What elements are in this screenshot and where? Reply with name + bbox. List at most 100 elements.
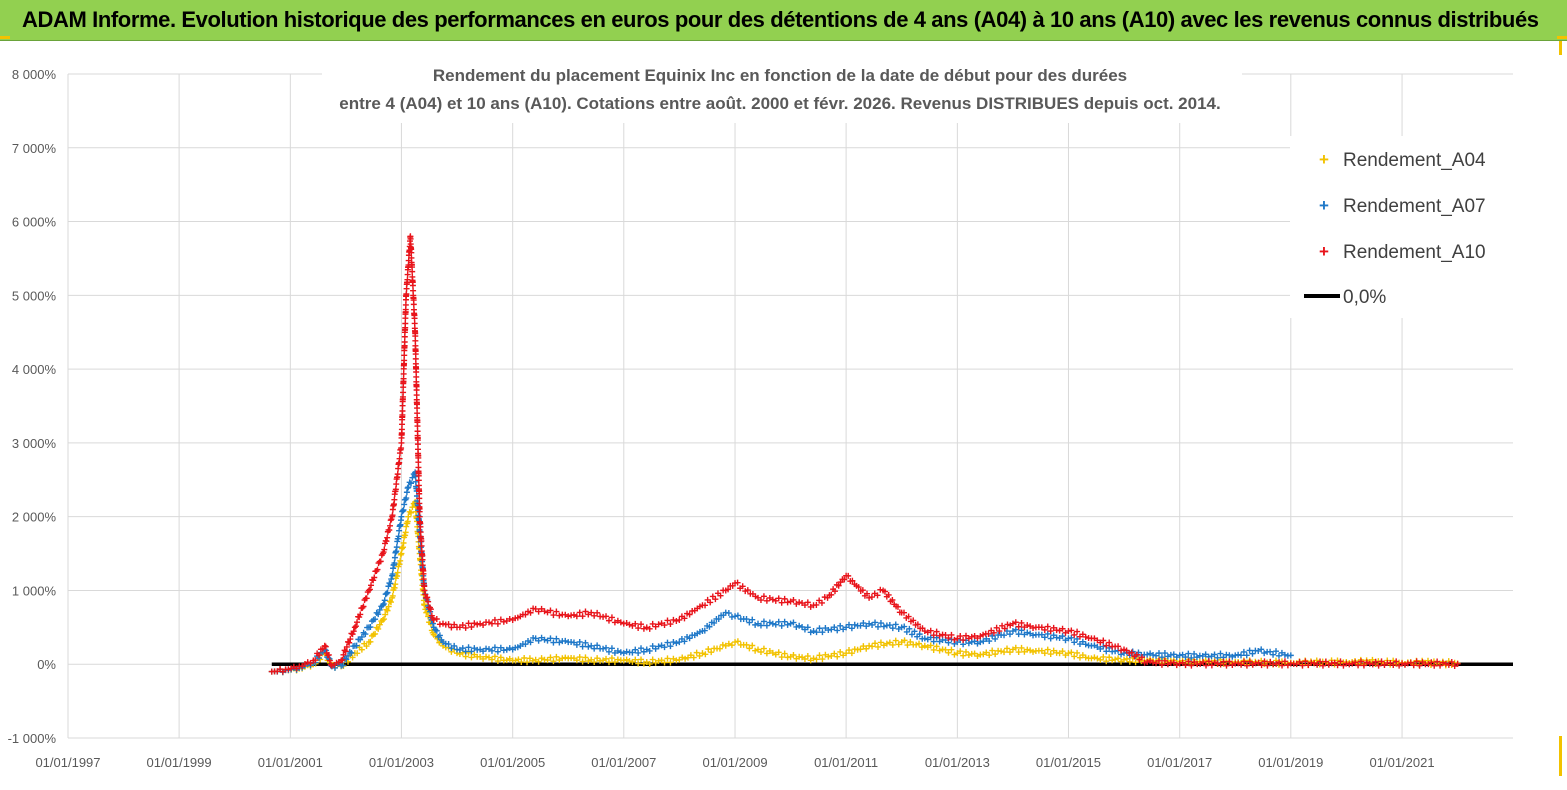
data-point [1044, 646, 1051, 653]
data-point [367, 624, 374, 631]
data-point [503, 657, 510, 664]
data-point [585, 658, 592, 665]
data-point [412, 337, 419, 344]
data-point [384, 589, 391, 596]
data-point [1185, 650, 1192, 657]
data-point [1246, 647, 1253, 654]
data-point [985, 630, 992, 637]
data-point [1337, 658, 1344, 665]
data-point [340, 651, 347, 658]
data-point [834, 653, 841, 660]
data-point [962, 648, 969, 655]
data-point [960, 652, 967, 659]
data-point [1155, 657, 1162, 664]
data-point [400, 370, 407, 377]
data-point [734, 579, 741, 586]
data-point [354, 619, 361, 626]
data-point [331, 664, 338, 671]
data-point [682, 655, 689, 662]
data-point [752, 621, 759, 628]
data-point [553, 635, 560, 642]
data-point [445, 621, 452, 628]
y-tick-label: 1 000% [12, 583, 57, 598]
data-point [996, 628, 1003, 635]
data-point [957, 633, 964, 640]
data-point [992, 635, 999, 642]
data-point [942, 646, 949, 653]
data-point [760, 645, 767, 652]
data-point [603, 613, 610, 620]
data-point [312, 657, 319, 664]
data-point [1352, 659, 1359, 666]
data-point [722, 642, 729, 649]
data-point [1047, 635, 1054, 642]
data-point [1103, 648, 1110, 655]
data-point [398, 513, 405, 520]
data-point [889, 596, 896, 603]
data-point [1018, 644, 1025, 651]
y-tick-label: 7 000% [12, 141, 57, 156]
data-point [706, 623, 713, 630]
data-point [793, 623, 800, 630]
data-point [626, 621, 633, 628]
data-point [857, 646, 864, 653]
data-point [565, 613, 572, 620]
data-point [787, 620, 794, 627]
data-point [582, 639, 589, 646]
data-point [1121, 656, 1128, 663]
data-point [778, 654, 785, 661]
data-point [804, 624, 811, 631]
data-point [350, 628, 357, 635]
data-point [901, 623, 908, 630]
data-point [649, 643, 656, 650]
data-point [387, 599, 394, 606]
data-point [417, 523, 424, 530]
data-point [409, 474, 416, 481]
y-tick-label: 2 000% [12, 510, 57, 525]
data-point [1217, 661, 1224, 668]
data-point [521, 655, 528, 662]
data-point [372, 616, 379, 623]
data-point [1276, 659, 1283, 666]
data-point [845, 572, 852, 579]
data-point [381, 597, 388, 604]
data-point [1126, 658, 1133, 665]
data-point [465, 644, 472, 651]
data-point [998, 648, 1005, 655]
data-point [363, 595, 370, 602]
data-point [402, 529, 409, 536]
data-point [383, 606, 390, 613]
data-point [384, 534, 391, 541]
data-point [1319, 662, 1326, 669]
data-point [1238, 661, 1245, 668]
data-point [993, 624, 1000, 631]
data-point [1448, 658, 1455, 665]
data-point [744, 587, 751, 594]
data-point [603, 644, 610, 651]
data-point [1082, 633, 1089, 640]
data-point [877, 586, 884, 593]
legend-marker-a10: + [1319, 242, 1329, 261]
x-tick-label: 01/01/2007 [591, 755, 656, 770]
data-point [416, 495, 423, 502]
data-point [1273, 648, 1280, 655]
data-point [638, 645, 645, 652]
x-tick-label: 01/01/2003 [369, 755, 434, 770]
data-point [801, 656, 808, 662]
data-point [1170, 659, 1177, 666]
data-point [1182, 654, 1189, 661]
data-point [1390, 661, 1397, 668]
data-point [393, 544, 400, 551]
data-point [1355, 662, 1362, 669]
data-point [1097, 656, 1104, 663]
data-point [903, 628, 910, 635]
data-point [646, 647, 653, 654]
data-point [790, 619, 797, 626]
data-point [430, 616, 437, 623]
data-point [591, 612, 598, 619]
data-point [1188, 662, 1195, 669]
data-point [968, 633, 975, 640]
data-point [702, 602, 709, 609]
data-point [553, 653, 560, 660]
y-tick-label: 5 000% [12, 288, 57, 303]
